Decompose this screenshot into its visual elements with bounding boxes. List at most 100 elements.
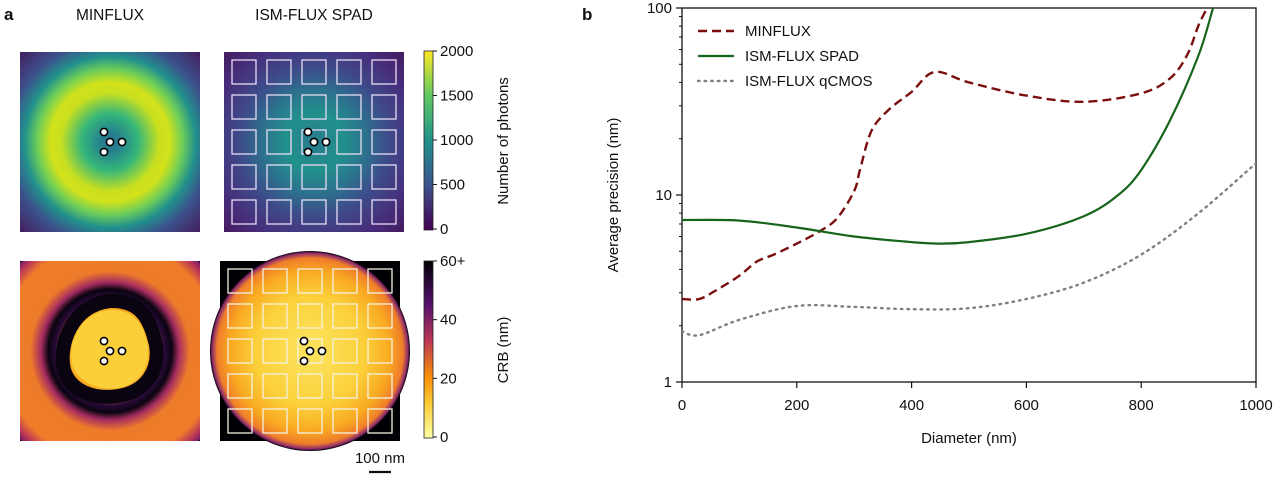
y-tick-label: 100 [647, 0, 672, 17]
detector-element [367, 338, 393, 364]
detector-element [336, 129, 362, 155]
emitter-marker [99, 147, 109, 157]
legend-label: ISM-FLUX SPAD [745, 48, 859, 65]
detector-element [301, 59, 327, 85]
detector-element [332, 303, 358, 329]
x-tick-label: 800 [1129, 397, 1154, 414]
detector-element [262, 268, 288, 294]
detector-element [367, 373, 393, 399]
detector-element [231, 59, 257, 85]
detector-element [266, 199, 292, 225]
detector-element [266, 129, 292, 155]
detector-element [266, 94, 292, 120]
colorbar-tick-label: 500 [440, 177, 465, 194]
detector-element [262, 303, 288, 329]
detector-element [231, 199, 257, 225]
emitter-marker [305, 346, 315, 356]
emitter-marker [105, 137, 115, 147]
detector-element [262, 373, 288, 399]
emitter-marker [105, 346, 115, 356]
detector-element [336, 94, 362, 120]
x-tick-label: 0 [678, 397, 686, 414]
column-title-minflux: MINFLUX [76, 7, 145, 24]
detector-element [336, 164, 362, 190]
detector-element [227, 408, 253, 434]
x-tick-label: 200 [784, 397, 809, 414]
colorbar-photons [423, 50, 434, 231]
emitter-marker [309, 137, 319, 147]
colorbar-photons-label: Number of photons [495, 77, 512, 205]
detector-element [227, 373, 253, 399]
detector-element [231, 94, 257, 120]
colorbar-tick-label: 2000 [440, 43, 473, 60]
detector-element [297, 303, 323, 329]
panel-b-label: b [582, 5, 592, 24]
detector-element [336, 59, 362, 85]
detector-element [371, 164, 397, 190]
colorbar-crb [423, 260, 434, 439]
detector-element [231, 164, 257, 190]
detector-element [367, 303, 393, 329]
heatmap-minflux-crb-dark-band [55, 294, 164, 404]
legend-label: ISM-FLUX qCMOS [745, 73, 873, 90]
detector-element [332, 373, 358, 399]
detector-element [371, 129, 397, 155]
emitter-marker [321, 137, 331, 147]
emitter-marker [317, 346, 327, 356]
detector-element [367, 268, 393, 294]
y-tick-label: 10 [655, 187, 672, 204]
emitter-marker [117, 137, 127, 147]
emitter-marker [299, 336, 309, 346]
detector-element [371, 94, 397, 120]
detector-element [262, 408, 288, 434]
y-axis-label: Average precision (nm) [605, 118, 622, 273]
emitter-marker [303, 127, 313, 137]
detector-element [332, 268, 358, 294]
series-line-minflux [682, 8, 1209, 301]
detector-element [336, 199, 362, 225]
detector-element [367, 408, 393, 434]
detector-element [301, 164, 327, 190]
series-line-ism-flux-qcmos [682, 162, 1256, 337]
scalebar-label: 100 nm [355, 450, 405, 467]
detector-element [227, 338, 253, 364]
colorbar-tick-label: 1000 [440, 132, 473, 149]
colorbar-tick-label: 1500 [440, 88, 473, 105]
x-tick-label: 600 [1014, 397, 1039, 414]
colorbar-crb-label: CRB (nm) [495, 317, 512, 384]
emitter-marker [99, 336, 109, 346]
detector-element [266, 59, 292, 85]
legend-label: MINFLUX [745, 23, 811, 40]
emitter-marker [117, 346, 127, 356]
colorbar-tick-label: 20 [440, 370, 457, 387]
colorbar-tick-label: 0 [440, 429, 448, 446]
x-tick-label: 1000 [1239, 397, 1272, 414]
series-line-ism-flux-spad [682, 8, 1215, 245]
detector-element [262, 338, 288, 364]
detector-element [371, 199, 397, 225]
detector-element [297, 373, 323, 399]
detector-element [227, 303, 253, 329]
detector-element [301, 94, 327, 120]
x-tick-label: 400 [899, 397, 924, 414]
x-axis-label: Diameter (nm) [921, 430, 1017, 447]
detector-element [297, 268, 323, 294]
emitter-marker [99, 356, 109, 366]
column-title-ism-flux-spad: ISM-FLUX SPAD [255, 7, 373, 24]
emitter-marker [303, 147, 313, 157]
colorbar-tick-label: 60+ [440, 253, 466, 270]
y-tick-label: 1 [664, 374, 672, 391]
detector-element [371, 59, 397, 85]
detector-element [332, 338, 358, 364]
detector-element [227, 268, 253, 294]
detector-element [297, 408, 323, 434]
detector-element [266, 164, 292, 190]
colorbar-tick-label: 40 [440, 312, 457, 329]
detector-element [332, 408, 358, 434]
detector-element [301, 199, 327, 225]
panel-a-label: a [4, 5, 14, 24]
colorbar-tick-label: 0 [440, 221, 448, 238]
emitter-marker [299, 356, 309, 366]
emitter-marker [99, 127, 109, 137]
